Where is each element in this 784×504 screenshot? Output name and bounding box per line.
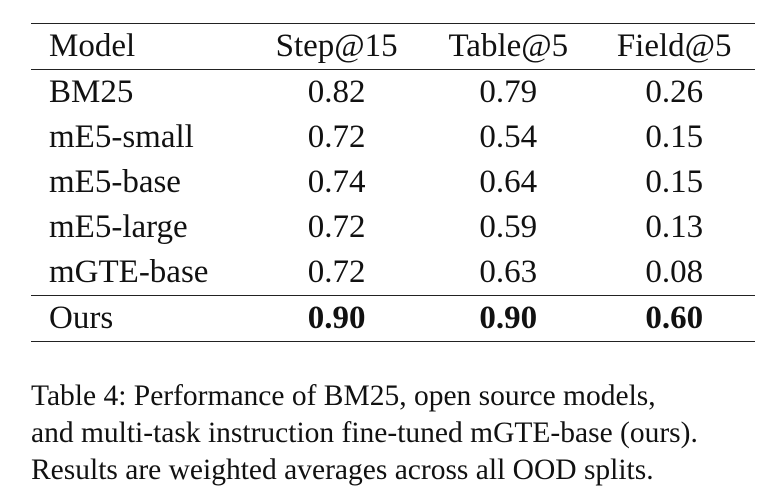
column-header-model: Model [49,28,136,64]
table-row: mE5-small 0.72 0.54 0.15 [31,115,755,160]
table-header: Model Step@15 Table@5 Field@5 [31,23,755,70]
table-row-ours: Ours 0.90 0.90 0.60 [31,295,755,342]
table5-cell: 0.59 [479,209,538,245]
column-header-field5: Field@5 [616,28,732,64]
caption-line: and multi-task instruction fine-tuned mG… [31,417,698,449]
model-name-cell: mGTE-base [49,254,209,290]
table5-cell: 0.64 [479,164,538,200]
results-table: Model Step@15 Table@5 Field@5 BM25 0.82 … [31,23,755,342]
header-row: Model Step@15 Table@5 Field@5 [31,23,755,70]
table5-cell-best: 0.90 [479,300,538,336]
model-name-cell: BM25 [49,74,134,110]
model-name-cell: Ours [49,300,114,336]
step15-cell: 0.82 [307,74,366,110]
caption-line: Results are weighted averages across all… [31,454,654,486]
step15-cell-best: 0.90 [307,300,366,336]
field5-cell: 0.26 [645,74,704,110]
field5-cell: 0.08 [645,254,704,290]
field5-cell-best: 0.60 [645,300,704,336]
table5-cell: 0.54 [479,119,538,155]
step15-cell: 0.72 [307,254,366,290]
table5-cell: 0.79 [479,74,538,110]
table-row: mGTE-base 0.72 0.63 0.08 [31,250,755,296]
column-header-table5: Table@5 [448,28,569,64]
column-header-step15: Step@15 [275,28,398,64]
step15-cell: 0.72 [307,119,366,155]
table-row: mE5-large 0.72 0.59 0.13 [31,205,755,250]
model-name-cell: mE5-base [49,164,181,200]
model-name-cell: mE5-small [49,119,194,155]
step15-cell: 0.72 [307,209,366,245]
field5-cell: 0.15 [645,164,704,200]
model-name-cell: mE5-large [49,209,188,245]
table-row: mE5-base 0.74 0.64 0.15 [31,160,755,205]
results-table-container: Model Step@15 Table@5 Field@5 BM25 0.82 … [31,23,755,342]
table-caption: Table 4: Performance of BM25, open sourc… [31,378,771,489]
table-body: BM25 0.82 0.79 0.26 mE5-small 0.72 0.54 … [31,70,755,342]
caption-line: Table 4: Performance of BM25, open sourc… [31,380,656,412]
step15-cell: 0.74 [307,164,366,200]
field5-cell: 0.15 [645,119,704,155]
field5-cell: 0.13 [645,209,704,245]
table5-cell: 0.63 [479,254,538,290]
table-row: BM25 0.82 0.79 0.26 [31,70,755,116]
